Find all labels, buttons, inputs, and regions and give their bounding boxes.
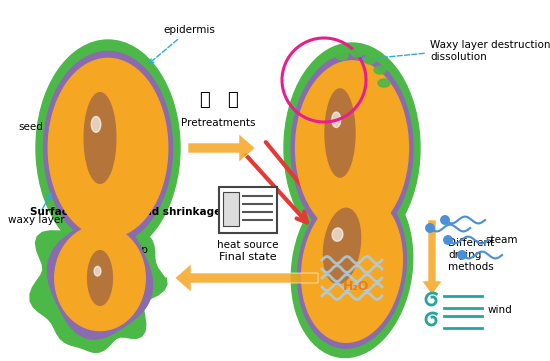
Text: H₂O: H₂O xyxy=(343,279,369,292)
Ellipse shape xyxy=(87,251,112,305)
Ellipse shape xyxy=(284,43,420,253)
Ellipse shape xyxy=(374,66,386,74)
Ellipse shape xyxy=(295,61,409,235)
Ellipse shape xyxy=(301,194,403,342)
Ellipse shape xyxy=(323,208,361,284)
Text: Pretreatments: Pretreatments xyxy=(181,118,255,128)
Text: heat source: heat source xyxy=(217,240,279,250)
Polygon shape xyxy=(47,217,152,339)
Text: 🧫: 🧫 xyxy=(227,91,238,109)
Text: wind: wind xyxy=(488,305,513,315)
Ellipse shape xyxy=(48,58,168,238)
Text: Different
drying
methods: Different drying methods xyxy=(448,238,494,271)
Ellipse shape xyxy=(298,188,406,348)
Ellipse shape xyxy=(84,93,116,183)
Ellipse shape xyxy=(325,89,355,177)
Text: Final state: Final state xyxy=(219,252,277,262)
Ellipse shape xyxy=(332,112,341,127)
FancyBboxPatch shape xyxy=(219,187,277,233)
Polygon shape xyxy=(55,226,145,331)
Ellipse shape xyxy=(36,40,180,256)
Circle shape xyxy=(426,224,434,232)
Ellipse shape xyxy=(378,79,390,87)
Ellipse shape xyxy=(91,117,101,132)
Polygon shape xyxy=(422,220,442,295)
Ellipse shape xyxy=(351,49,363,57)
Text: 🧪: 🧪 xyxy=(200,91,210,109)
Polygon shape xyxy=(188,134,255,162)
Circle shape xyxy=(441,216,449,224)
Text: pulp: pulp xyxy=(124,220,147,255)
Text: waxy layer: waxy layer xyxy=(8,194,65,225)
Text: steam: steam xyxy=(485,235,518,245)
Ellipse shape xyxy=(336,52,348,60)
Ellipse shape xyxy=(43,51,173,245)
Ellipse shape xyxy=(332,228,343,241)
Ellipse shape xyxy=(364,56,376,64)
Ellipse shape xyxy=(291,54,413,242)
Polygon shape xyxy=(30,204,167,352)
Circle shape xyxy=(458,251,466,259)
Text: Surface wrinkling and shrinkage: Surface wrinkling and shrinkage xyxy=(30,207,221,217)
Text: Waxy layer destruction and
dissolution: Waxy layer destruction and dissolution xyxy=(430,40,550,62)
Ellipse shape xyxy=(292,178,412,357)
Ellipse shape xyxy=(94,266,101,276)
FancyBboxPatch shape xyxy=(223,192,239,226)
Polygon shape xyxy=(175,264,318,292)
Text: epidermis: epidermis xyxy=(149,25,215,63)
Circle shape xyxy=(444,236,452,244)
Text: seed: seed xyxy=(18,122,96,132)
